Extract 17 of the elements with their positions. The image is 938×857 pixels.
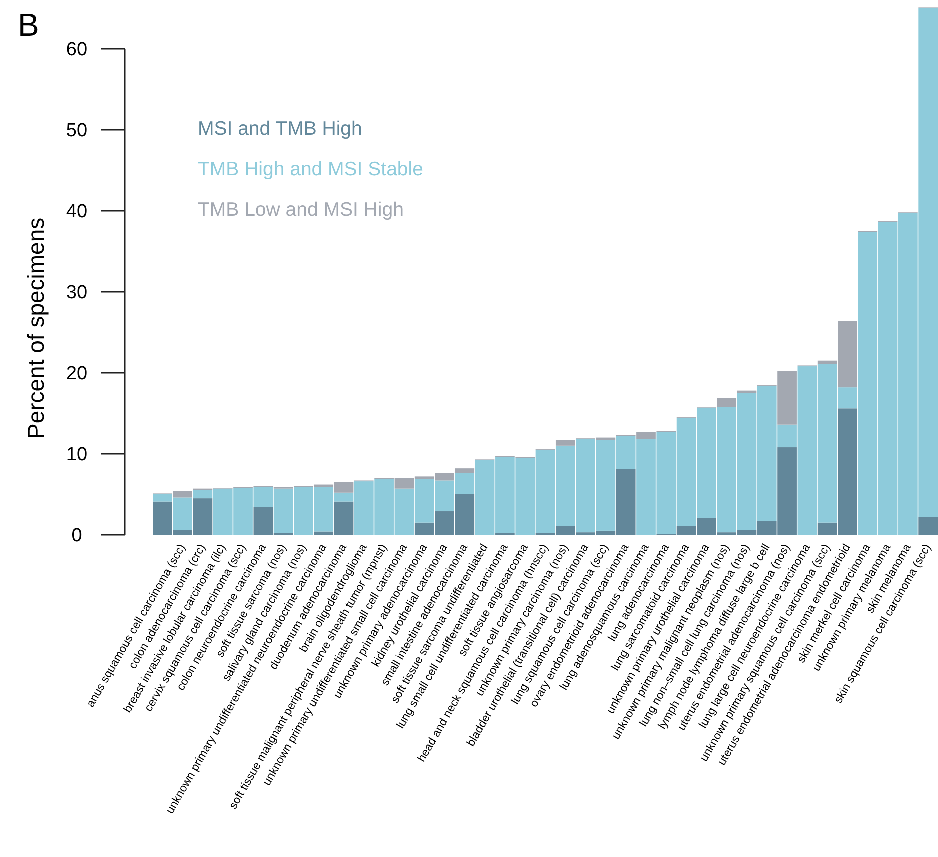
bar (455, 468, 475, 474)
y-tick-label: 0 (72, 526, 82, 547)
y-tick-label: 10 (66, 444, 88, 466)
chart-title: B (18, 7, 40, 43)
y-tick-label: 30 (66, 282, 88, 304)
bar (556, 440, 576, 446)
bar (918, 517, 938, 535)
y-axis-title: Percent of specimens (23, 218, 49, 440)
text: TMB High and MSI Stable (198, 158, 424, 180)
y-tick-label: 20 (66, 364, 88, 385)
y-tick-label: 50 (66, 120, 88, 142)
text: MSI and TMB High (198, 118, 362, 140)
text: TMB Low and MSI High (198, 198, 404, 221)
y-tick-label: 40 (66, 202, 88, 223)
y-tick-label: 60 (66, 40, 88, 61)
bar (717, 398, 737, 408)
bar (737, 390, 757, 394)
